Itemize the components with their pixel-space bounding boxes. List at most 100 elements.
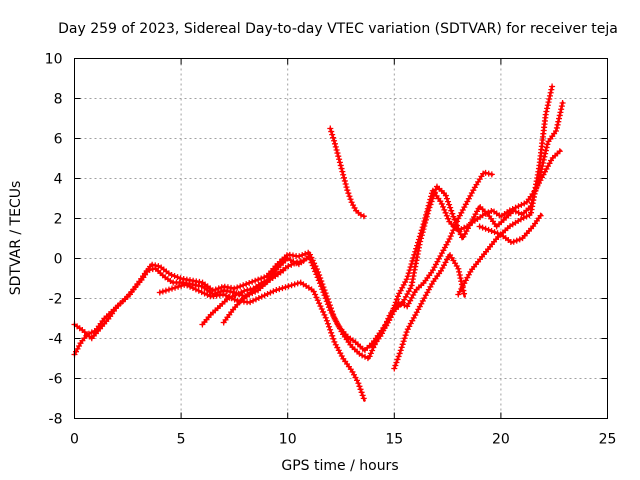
plus-marker	[326, 323, 333, 330]
plus-marker	[177, 275, 184, 282]
plus-marker	[555, 118, 562, 125]
plus-marker	[294, 280, 301, 287]
plus-marker	[342, 181, 349, 188]
plus-marker	[553, 124, 560, 131]
plus-marker	[234, 284, 241, 291]
plus-marker	[291, 281, 298, 288]
plus-marker	[427, 201, 434, 208]
plus-marker	[558, 106, 565, 113]
plus-marker	[317, 303, 324, 310]
plus-marker	[394, 356, 401, 363]
plus-marker	[405, 270, 412, 277]
plus-marker	[447, 233, 454, 240]
plus-marker	[247, 286, 254, 293]
plus-marker	[423, 213, 430, 220]
plus-marker	[212, 286, 219, 293]
plus-marker	[429, 195, 436, 202]
series-2	[156, 279, 367, 402]
plus-marker	[403, 329, 410, 336]
plus-marker	[217, 288, 224, 295]
plus-marker	[547, 89, 554, 96]
plus-marker	[557, 109, 564, 116]
plus-marker	[337, 162, 344, 169]
plus-marker	[448, 207, 455, 214]
data-series	[71, 83, 566, 402]
axis-ticks	[74, 58, 608, 419]
plus-marker	[279, 285, 286, 292]
grid-lines	[74, 58, 608, 419]
x-tick-label: 5	[177, 432, 186, 448]
plus-marker	[196, 278, 203, 285]
plus-marker	[249, 290, 256, 297]
plus-marker	[443, 212, 450, 219]
plus-marker	[344, 187, 351, 194]
plus-marker	[299, 252, 306, 259]
plus-marker	[542, 150, 549, 157]
plus-marker	[397, 347, 404, 354]
plus-marker	[446, 236, 453, 243]
plus-marker	[244, 287, 251, 294]
plus-marker	[488, 228, 495, 235]
plus-marker	[276, 286, 283, 293]
plus-marker	[422, 216, 429, 223]
plus-marker	[329, 332, 336, 339]
plus-marker	[323, 317, 330, 324]
plus-marker	[312, 291, 319, 298]
series-markers	[327, 125, 367, 220]
plus-marker	[395, 353, 402, 360]
plus-marker	[404, 273, 411, 280]
plus-marker	[546, 92, 553, 99]
plus-marker	[149, 261, 156, 268]
plus-marker	[336, 159, 343, 166]
plus-marker	[285, 283, 292, 290]
plus-marker	[367, 350, 374, 357]
plus-marker	[454, 218, 461, 225]
plus-marker	[419, 229, 426, 236]
plus-marker	[297, 258, 304, 265]
series-markers	[71, 99, 566, 362]
series-markers	[391, 252, 468, 372]
plus-marker	[549, 83, 556, 90]
plus-marker	[316, 272, 323, 279]
plus-marker	[556, 112, 563, 119]
plus-marker	[443, 195, 450, 202]
plus-marker	[340, 174, 347, 181]
plus-marker	[310, 288, 317, 295]
plus-marker	[246, 291, 253, 298]
plus-marker	[488, 208, 495, 214]
plus-marker	[548, 86, 555, 93]
plus-marker	[401, 302, 408, 309]
plus-marker	[328, 128, 335, 135]
plus-marker	[321, 311, 328, 318]
plus-marker	[403, 276, 410, 283]
plus-marker	[340, 171, 347, 178]
plus-marker	[513, 237, 520, 244]
plus-marker	[316, 300, 323, 307]
plus-marker	[302, 250, 309, 257]
plus-marker	[461, 290, 468, 297]
series-markers	[71, 148, 563, 358]
plus-marker	[537, 212, 544, 219]
plus-marker	[162, 287, 169, 294]
plus-marker	[334, 150, 341, 157]
plus-marker	[446, 201, 453, 208]
x-tick-label: 20	[492, 432, 510, 448]
plus-marker	[445, 198, 452, 205]
plus-marker	[420, 226, 427, 233]
series-6	[370, 169, 495, 350]
plus-marker	[341, 177, 348, 184]
plus-marker	[165, 286, 172, 293]
x-tick-labels: 0 5 10 15 20 25	[70, 432, 616, 448]
plus-marker	[385, 315, 392, 322]
plus-marker	[347, 196, 354, 203]
plus-marker	[402, 332, 409, 339]
plus-marker	[380, 327, 387, 334]
plus-marker	[330, 335, 337, 342]
plus-marker	[280, 267, 287, 274]
plus-marker	[168, 271, 175, 278]
plus-marker	[322, 290, 329, 297]
plus-marker	[327, 125, 334, 132]
plus-marker	[381, 324, 388, 331]
plus-marker	[440, 203, 447, 210]
plus-marker	[282, 284, 289, 291]
